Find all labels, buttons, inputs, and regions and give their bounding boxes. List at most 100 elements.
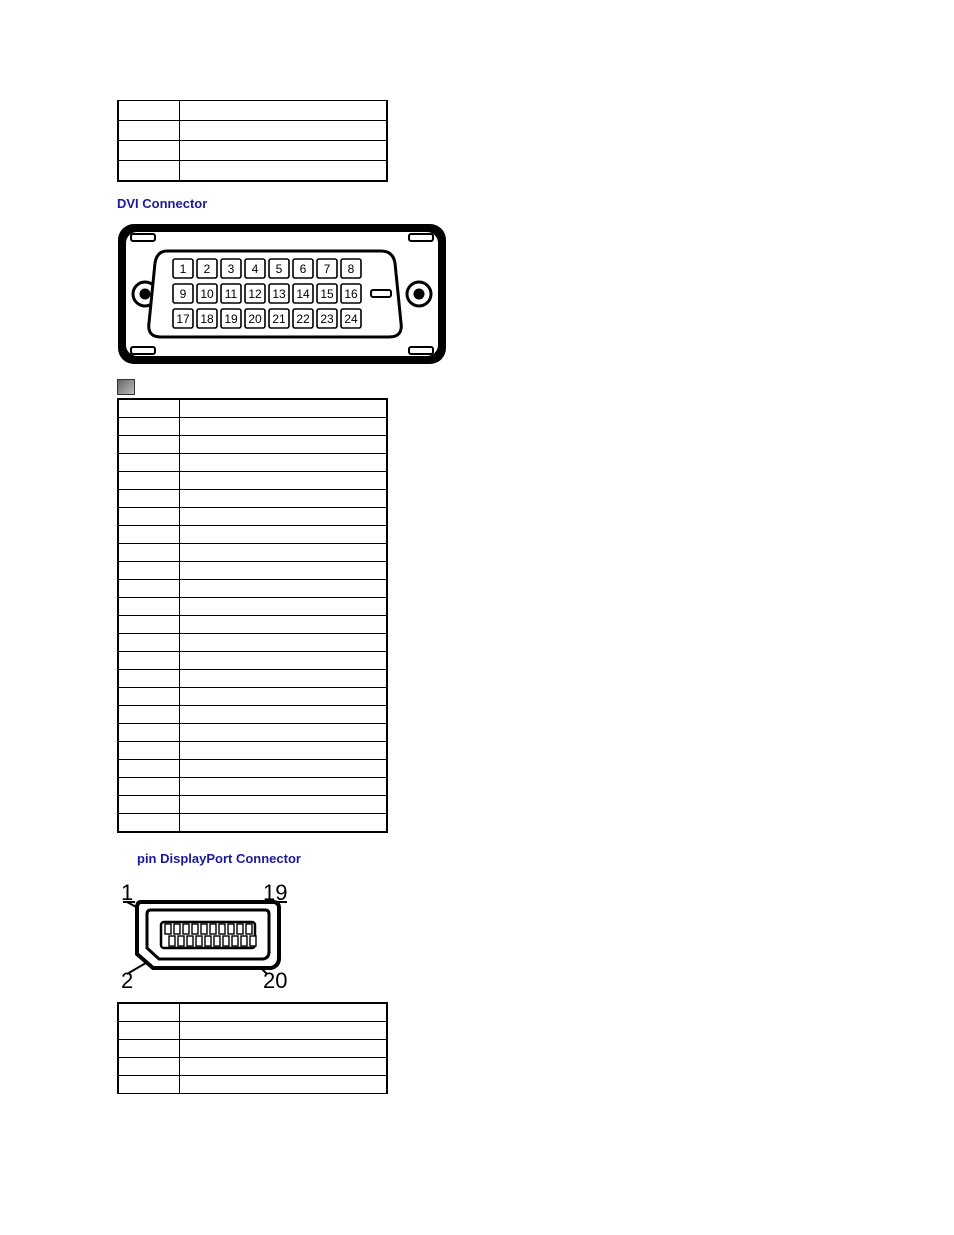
svg-text:19: 19	[224, 312, 238, 326]
table-cell	[180, 1022, 388, 1040]
table-cell	[180, 598, 388, 616]
table-cell	[118, 161, 180, 182]
svg-text:17: 17	[176, 312, 190, 326]
svg-text:13: 13	[272, 287, 286, 301]
svg-text:4: 4	[252, 262, 259, 276]
table-cell	[180, 616, 388, 634]
dvi-pin-11: 11	[221, 284, 241, 303]
svg-text:9: 9	[180, 287, 187, 301]
table-cell	[180, 742, 388, 760]
table-cell	[180, 454, 388, 472]
dvi-pin-20: 20	[245, 309, 265, 328]
table-cell	[180, 706, 388, 724]
dvi-pin-16: 16	[341, 284, 361, 303]
table-cell	[118, 526, 180, 544]
svg-text:7: 7	[324, 262, 331, 276]
dp-label-20: 20	[263, 968, 287, 992]
table-cell	[180, 760, 388, 778]
table-cell	[118, 652, 180, 670]
dvi-pin-18: 18	[197, 309, 217, 328]
dvi-pin-24: 24	[341, 309, 361, 328]
dvi-pin-14: 14	[293, 284, 313, 303]
table-cell	[180, 436, 388, 454]
table-cell	[180, 526, 388, 544]
dvi-pin-3: 3	[221, 259, 241, 278]
dvi-pin-1: 1	[173, 259, 193, 278]
table-cell	[118, 1058, 180, 1076]
dvi-pin-22: 22	[293, 309, 313, 328]
table-cell	[118, 616, 180, 634]
table-cell	[118, 814, 180, 833]
table-cell	[118, 544, 180, 562]
table-cell	[180, 634, 388, 652]
dvi-pin-7: 7	[317, 259, 337, 278]
table-cell	[180, 544, 388, 562]
svg-text:6: 6	[300, 262, 307, 276]
dvi-pin-10: 10	[197, 284, 217, 303]
table-cell	[180, 778, 388, 796]
table-cell	[118, 121, 180, 141]
svg-text:21: 21	[272, 312, 286, 326]
dvi-pin-9: 9	[173, 284, 193, 303]
svg-text:8: 8	[348, 262, 355, 276]
table-cell	[180, 580, 388, 598]
dvi-heading: DVI Connector	[117, 196, 954, 211]
table-cell	[180, 141, 388, 161]
displayport-connector-diagram: 1 2 19 20	[117, 880, 297, 992]
table-cell	[180, 1058, 388, 1076]
table-cell	[180, 399, 388, 418]
dvi-pin-21: 21	[269, 309, 289, 328]
table-cell	[180, 724, 388, 742]
svg-text:1: 1	[180, 262, 187, 276]
table-cell	[118, 399, 180, 418]
table-cell	[180, 796, 388, 814]
table-cell	[118, 454, 180, 472]
table-cell	[118, 706, 180, 724]
svg-text:22: 22	[296, 312, 310, 326]
table-cell	[118, 742, 180, 760]
table-cell	[118, 101, 180, 121]
dvi-pin-5: 5	[269, 259, 289, 278]
dp-pin-table	[117, 1002, 388, 1094]
table-cell	[118, 778, 180, 796]
table-cell	[118, 472, 180, 490]
table-cell	[180, 161, 388, 182]
dvi-pin-8: 8	[341, 259, 361, 278]
svg-text:3: 3	[228, 262, 235, 276]
table-cell	[118, 1040, 180, 1058]
table-cell	[180, 101, 388, 121]
table-cell	[118, 562, 180, 580]
dvi-pin-17: 17	[173, 309, 193, 328]
table-cell	[118, 508, 180, 526]
table-cell	[118, 598, 180, 616]
dvi-pin-table	[117, 398, 388, 833]
table-cell	[180, 1040, 388, 1058]
table-cell	[118, 670, 180, 688]
svg-text:18: 18	[200, 312, 214, 326]
table-cell	[118, 760, 180, 778]
table-cell	[118, 796, 180, 814]
svg-text:24: 24	[344, 312, 358, 326]
table-cell	[118, 1022, 180, 1040]
table-cell	[118, 141, 180, 161]
dvi-pin-15: 15	[317, 284, 337, 303]
table-cell	[118, 634, 180, 652]
svg-text:23: 23	[320, 312, 334, 326]
dvi-pin-2: 2	[197, 259, 217, 278]
table-cell	[118, 1076, 180, 1094]
svg-text:10: 10	[200, 287, 214, 301]
table-cell	[180, 1076, 388, 1094]
table-cell	[180, 418, 388, 436]
table-cell	[118, 688, 180, 706]
dvi-connector-diagram: 1 2 3 4 5 6 7 8 9 10 11 12 13 14 15 16 1…	[117, 223, 447, 365]
table-cell	[118, 724, 180, 742]
table-cell	[180, 688, 388, 706]
fragment-table-top	[117, 100, 388, 182]
table-cell	[118, 490, 180, 508]
table-cell	[180, 472, 388, 490]
table-cell	[118, 418, 180, 436]
svg-text:15: 15	[320, 287, 334, 301]
dvi-pin-19: 19	[221, 309, 241, 328]
svg-text:5: 5	[276, 262, 283, 276]
svg-text:16: 16	[344, 287, 358, 301]
